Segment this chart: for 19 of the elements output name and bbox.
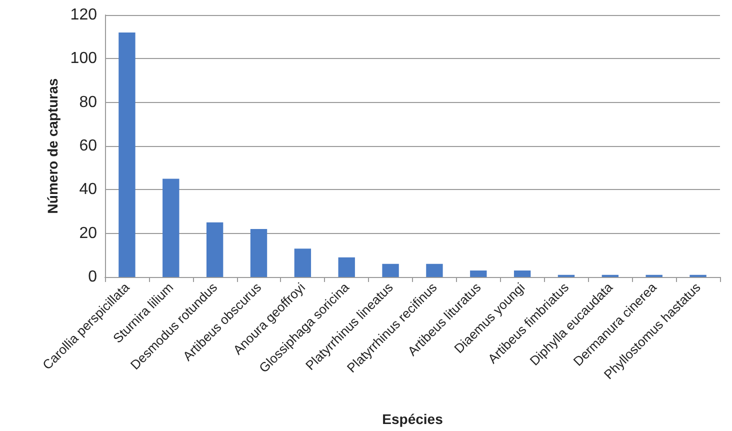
bar [514,270,531,277]
bar [206,222,224,277]
bar [426,264,443,277]
y-axis-title: Número de capturas [44,78,60,214]
bar [162,178,180,277]
y-tick-label: 40 [79,181,98,198]
bar [118,32,136,277]
y-tick-label: 120 [70,6,98,24]
bar [294,248,312,277]
bar [382,264,399,277]
y-tick-label: 20 [79,224,98,242]
bar [470,270,487,277]
y-tick-label: 60 [79,138,98,154]
y-tick-label: 0 [88,268,98,286]
bar [338,257,355,277]
bar [250,228,268,277]
x-axis-title: Espécies [382,411,444,427]
y-tick-label: 100 [70,50,98,68]
y-tick-label: 80 [79,94,98,111]
